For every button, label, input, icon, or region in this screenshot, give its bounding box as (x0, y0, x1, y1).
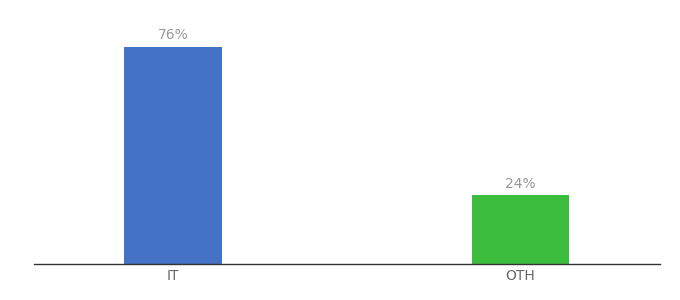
Bar (472, 195, 569, 264)
Bar (124, 47, 222, 264)
Text: 24%: 24% (505, 177, 536, 191)
Text: 76%: 76% (158, 28, 188, 42)
